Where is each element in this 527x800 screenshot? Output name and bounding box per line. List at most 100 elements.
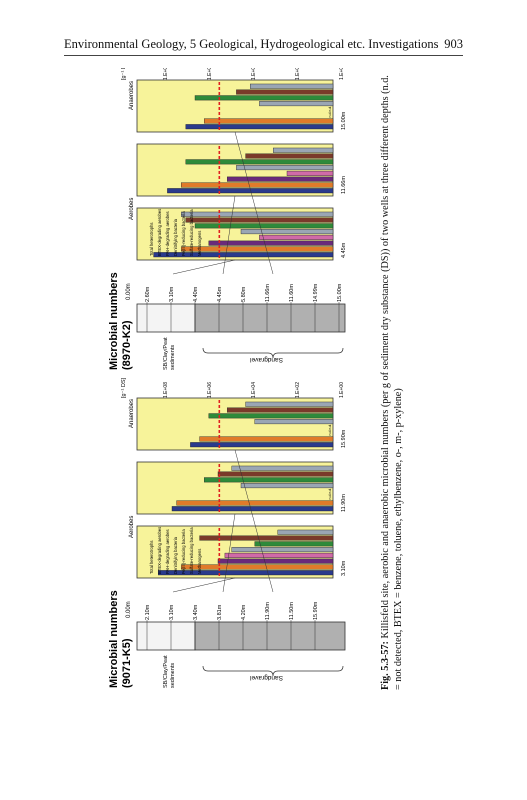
bar [194,223,334,229]
aerobes-label: Aerobes [129,516,135,538]
legend-entry: BTEX-degrading aerobes [157,527,162,574]
depth-label: 2.10m [145,604,151,620]
bar [236,89,334,95]
axis-tick: 1.E+02 [295,68,301,80]
legend-entry: Total heterotrophs [149,540,154,574]
legend-entry: BTEX-degrading aerobes [157,209,162,256]
bar [254,419,334,425]
nd-label: n.d. [328,488,332,494]
bar [185,159,334,165]
bar [259,101,334,107]
bar [236,165,334,171]
sand-brace [202,347,344,359]
axis-unit: [g⁻¹ DS] [121,68,127,80]
bar [226,176,334,182]
panel-depth: 3.10m [341,560,347,576]
panel-depth: 15.00m [341,111,347,130]
layer-label-top: SB/Clay/Peat [163,337,169,370]
connector [172,577,236,593]
well-id: (8970-K2) [121,320,133,370]
nd-label: n.d. [328,494,332,500]
legend-entry: Sulfate-reducing bacteria [189,209,194,256]
nd-label: n.d. [328,112,332,118]
bar [249,83,334,89]
figure-caption: Fig. 5.3-57: Killisfeld site, aerobic an… [380,70,405,690]
bar [286,170,334,176]
bar [180,564,334,570]
depth-label: 4.20m [241,604,247,620]
layer-label-bottom: sediments [170,663,176,688]
bar [224,552,334,558]
legend-entry: Fe(III)-reducing bacteria [181,211,186,256]
bar [217,558,334,564]
depth-label: 4.45m [217,286,223,302]
bar [231,465,334,471]
axis-tick: 1.E+08 [163,382,169,398]
well-title: Microbial numbers [108,272,120,370]
axis-tick: 1.E+02 [295,382,301,398]
sandgravel-layer [194,621,346,651]
bar [153,252,334,258]
axis-unit: [g⁻¹ DS] [121,378,127,398]
legend-entry: Sulfate-reducing bacteria [189,527,194,574]
anaerobes-label: Anaerobes [129,81,135,110]
bar [180,246,334,252]
depth-label: 11.66m [265,284,271,302]
depth-label: 15.00m [337,283,343,302]
legend-entry: Total heterotrophs [149,222,154,256]
axis-tick: 1.E+06 [207,382,213,398]
caption-label: Fig. 5.3-57: [380,641,391,690]
panel-depth: 4.45m [341,242,347,258]
depth-label: 11.60m [289,284,295,302]
bar [185,217,334,223]
caption-text: Killisfeld site, aerobic and anaerobic m… [380,75,404,690]
bar [194,95,334,101]
bar [199,535,334,541]
axis-tick: 1.E+04 [251,382,257,398]
bar [240,483,334,489]
bar [226,407,334,413]
legend-entry: PAH-degrading aerobes [165,211,170,256]
well-id: (9071-K5) [121,638,133,688]
bar [208,413,334,419]
bar [158,570,334,576]
depth-label: 11.50m [289,602,295,620]
depth-label: 3.81m [217,604,223,620]
legend-entry: Methanogens [197,231,202,256]
top-depth-label: 0.00m [126,601,132,618]
bar [277,529,334,535]
anaerobes-label: Anaerobes [129,399,135,428]
nd-label: n.d. [328,106,332,112]
connector [172,259,236,275]
depth-label: 4.40m [193,286,199,302]
bar [199,436,334,442]
sand-brace [202,665,344,677]
panel-depth: 11.90m [341,494,347,512]
depth-label: 3.10m [169,286,175,302]
sand-label: Sandgravel [250,674,283,681]
bar [208,240,334,246]
axis-tick: 1.E+06 [207,68,213,80]
legend-entry: Methanogens [197,549,202,574]
bar [171,506,334,512]
nd-label: n.d. [328,424,332,430]
sandgravel-layer [194,303,346,333]
legend-entry: Denitrifying bacteria [173,218,178,256]
bar [217,471,334,477]
bar [176,500,334,506]
depth-label: 5.80m [241,286,247,302]
legend-entry: PAH-degrading aerobes [165,529,170,574]
running-header: Environmental Geology, 5 Geological, Hyd… [64,34,463,56]
connector [222,195,236,275]
depth-label: 3.40m [193,604,199,620]
bar [190,442,334,448]
legend-entry: Fe(III)-reducing bacteria [181,529,186,574]
bar [259,234,334,240]
depth-label: 11.90m [265,602,271,620]
layer-label-bottom: sediments [170,345,176,370]
bar [245,153,334,159]
microbial-numbers-figure: Microbial numbers (9071-K5) 0.00m SB/Clay/P… [108,68,347,688]
sand-label: Sandgravel [250,356,283,363]
bar [203,118,334,124]
nd-label: n.d. [328,430,332,436]
